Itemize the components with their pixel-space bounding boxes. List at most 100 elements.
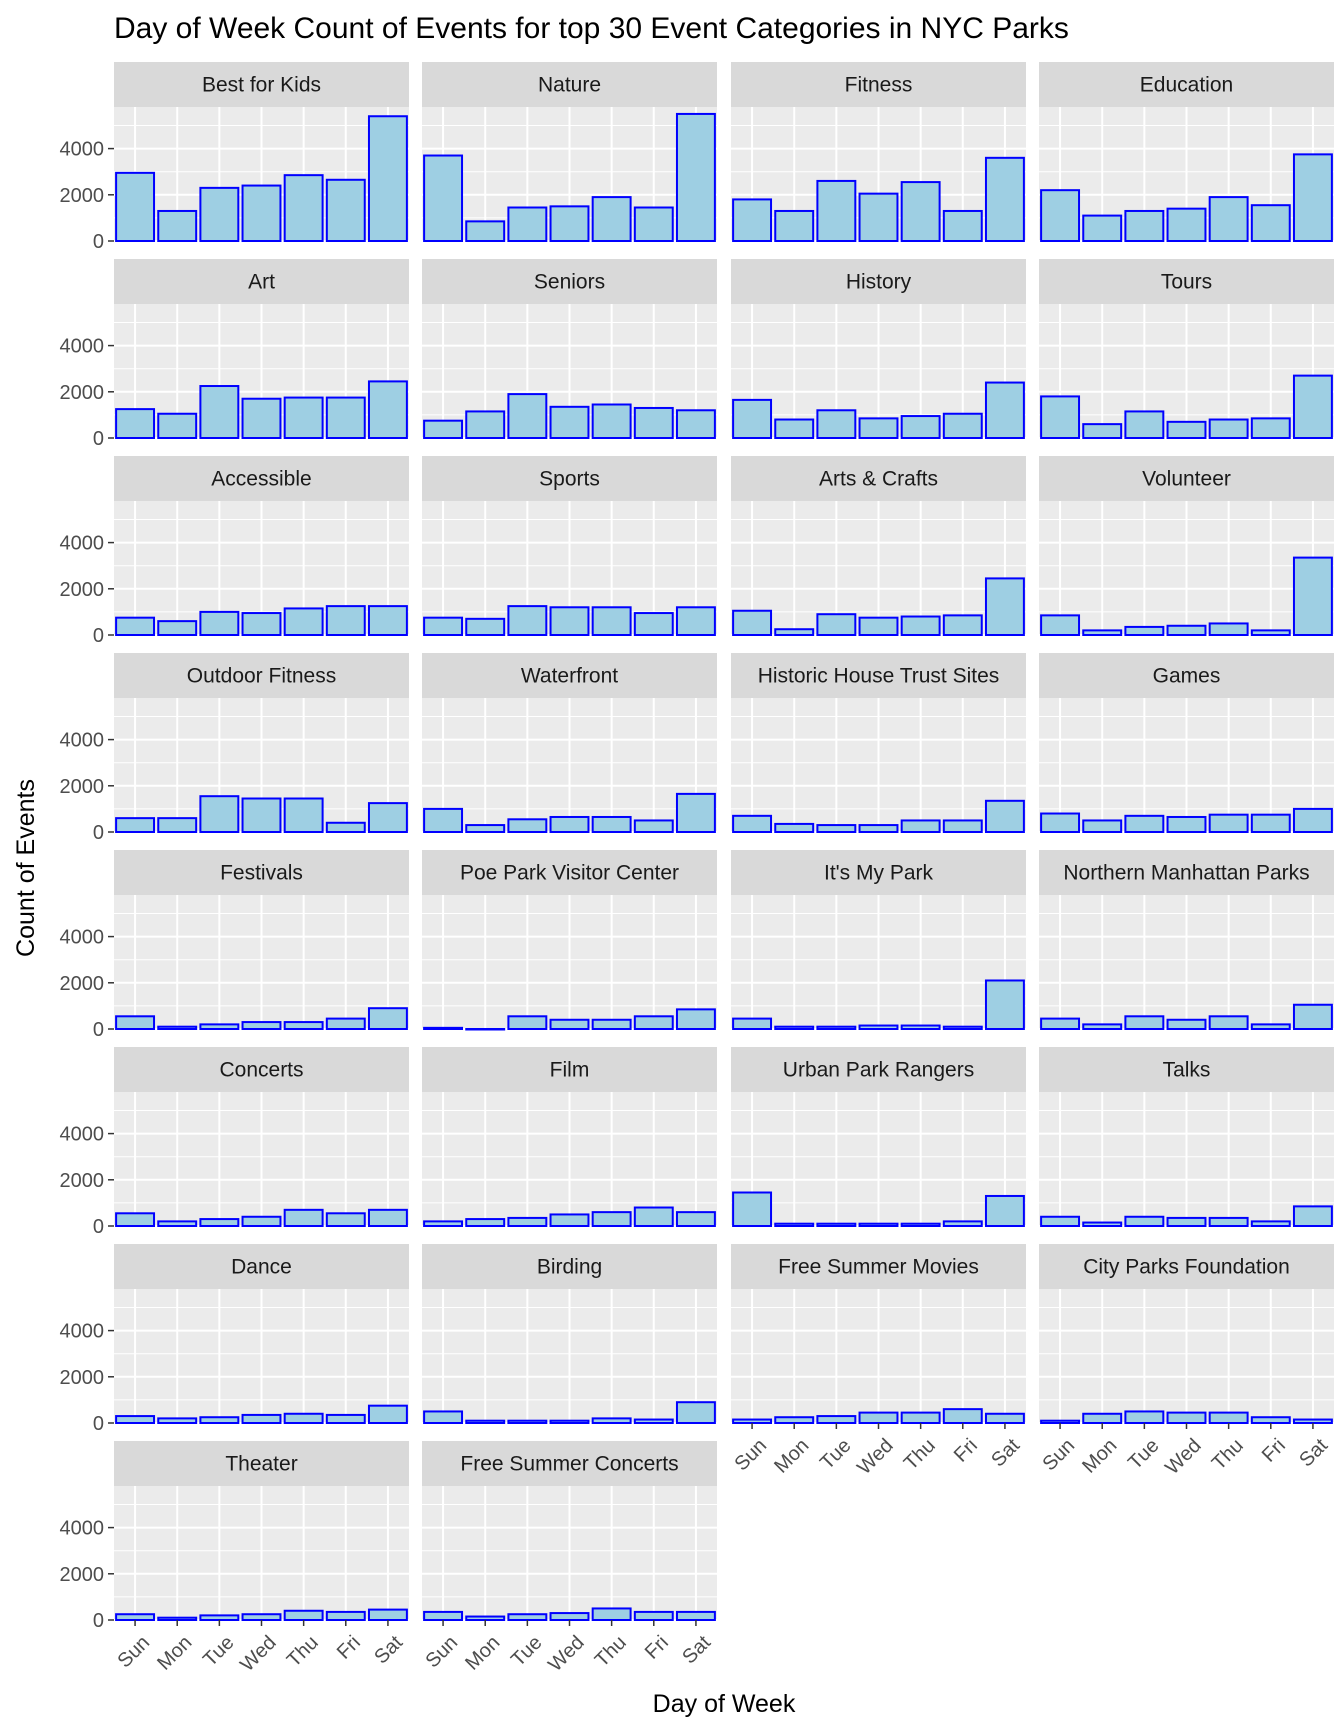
bar [633,1418,674,1424]
bar [816,409,857,439]
bar [675,1008,716,1030]
bar [984,1412,1025,1425]
bar [241,612,282,636]
bar [816,613,857,637]
bar [858,417,899,439]
bar [1082,423,1123,440]
bar [157,1616,198,1622]
bar [241,1021,282,1031]
facet-panel: Sports [422,456,717,637]
bar [984,381,1025,440]
y-tick-label: 0 [93,428,104,450]
bar [591,1211,632,1228]
bar [1124,625,1165,637]
bar [774,822,815,834]
facet-strip [731,456,1026,501]
x-tick-label: Mon [1078,1435,1121,1478]
bar [1166,1018,1207,1030]
bar [241,1215,282,1228]
bar [774,1222,815,1228]
bar [241,1413,282,1425]
x-tick-label: Fri [333,1632,365,1664]
facet-strip [731,62,1026,107]
bar [283,607,324,636]
bar [199,1023,240,1030]
bar [283,1412,324,1425]
bar [591,815,632,834]
x-tick-label: Sat [1295,1434,1332,1471]
bar [1250,1023,1291,1030]
bar [1250,417,1291,439]
x-tick-label: Thu [900,1435,940,1475]
facet-strip [114,259,409,304]
bar [549,606,590,637]
bar [465,1615,506,1621]
bar [1040,614,1081,636]
bar [465,410,506,439]
bar [1124,1410,1165,1424]
bar [241,797,282,833]
bar [549,1213,590,1227]
bar [858,1411,899,1424]
bar [1124,1215,1165,1228]
facet-strip [1039,456,1334,501]
facet-panel: Seniors [422,259,717,440]
facet-strip-label: Nature [538,74,601,97]
bar [115,1415,156,1425]
bar [115,408,156,440]
bar [115,1613,156,1621]
facet-panel: Urban Park Rangers [731,1047,1026,1228]
bar [591,1018,632,1030]
bar [1292,153,1333,243]
bar [774,1025,815,1031]
bar [1166,815,1207,834]
bar [115,171,156,243]
bar [816,179,857,242]
bar [1040,1419,1081,1425]
bar [115,1212,156,1227]
facet-strip [1039,850,1334,895]
facet-strip [731,259,1026,304]
bar [816,1222,857,1228]
y-tick-label: 2000 [60,382,105,404]
facet-strip-label: Arts & Crafts [819,468,938,491]
y-tick-label: 4000 [60,139,105,161]
facet-strip-label: Historic House Trust Sites [758,665,1000,688]
y-tick-label: 2000 [60,185,105,207]
bar [199,1416,240,1424]
bar [549,1018,590,1030]
bar [199,610,240,636]
facet-strip-label: Free Summer Movies [778,1256,979,1279]
facet-strip-label: Outdoor Fitness [187,665,336,688]
x-tick-label: Wed [236,1632,280,1676]
bar [157,1417,198,1424]
bar [816,1025,857,1031]
bar [591,606,632,637]
bar [241,397,282,440]
bar [507,393,548,440]
bar [465,1028,506,1031]
facet-strip [731,850,1026,895]
facet-panel: Outdoor Fitness 0 2000 4000 [60,653,409,844]
facet-strip-label: Concerts [219,1059,303,1082]
y-tick-label: 4000 [60,533,105,555]
bar [774,1416,815,1424]
bar [1166,420,1207,439]
bar [1082,1221,1123,1227]
bar [858,824,899,834]
facet-strip [1039,1244,1334,1289]
bar [942,412,983,440]
bar [633,612,674,636]
facet-strip-label: Northern Manhattan Parks [1063,862,1309,885]
bar [900,415,941,440]
bar [1166,1216,1207,1228]
bar [900,1411,941,1424]
facet-strip [114,1244,409,1289]
y-tick-label: 2000 [60,776,105,798]
facet-strip-label: History [846,271,912,294]
facet-strip [114,850,409,895]
bar [774,209,815,242]
facet-panel: Fitness [731,62,1026,243]
y-tick-label: 2000 [60,1564,105,1586]
